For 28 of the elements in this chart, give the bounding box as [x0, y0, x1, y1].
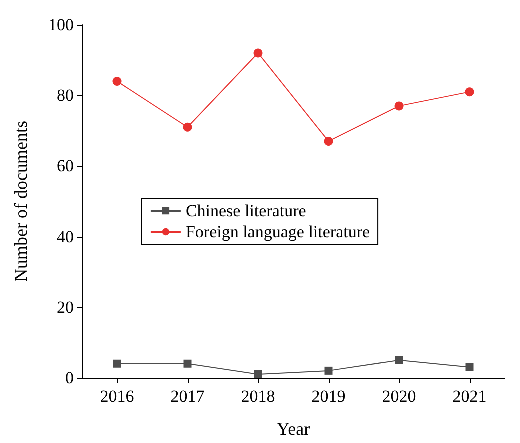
point [254, 370, 262, 378]
point [112, 76, 122, 86]
x-tick-label: 2021 [452, 387, 487, 406]
y-tick-label: 40 [57, 227, 74, 246]
legend-label: Foreign language literature [186, 222, 370, 242]
x-tick-label: 2018 [241, 387, 276, 406]
y-tick-label: 60 [57, 156, 74, 176]
point [184, 360, 192, 368]
point [394, 102, 404, 111]
y-tick-label: 100 [48, 16, 74, 34]
y-tick-label: 20 [57, 298, 74, 317]
y-tick-label: 80 [57, 86, 74, 106]
x-tick-label: 2019 [312, 387, 346, 406]
point [324, 136, 334, 146]
point [183, 122, 192, 132]
legend-label: Chinese literature [186, 202, 306, 220]
x-tick-label: 2020 [382, 387, 416, 406]
point [395, 356, 404, 364]
x-tick-label: 2016 [100, 387, 134, 406]
point [466, 363, 474, 372]
x-axis-title: Year [276, 419, 310, 439]
point [254, 48, 263, 58]
point [113, 360, 122, 368]
x-tick-label: 2017 [170, 387, 206, 406]
y-tick-label: 0 [66, 368, 74, 388]
y-axis-title: Number of documents [11, 121, 31, 282]
point [465, 88, 474, 97]
point [324, 366, 333, 375]
